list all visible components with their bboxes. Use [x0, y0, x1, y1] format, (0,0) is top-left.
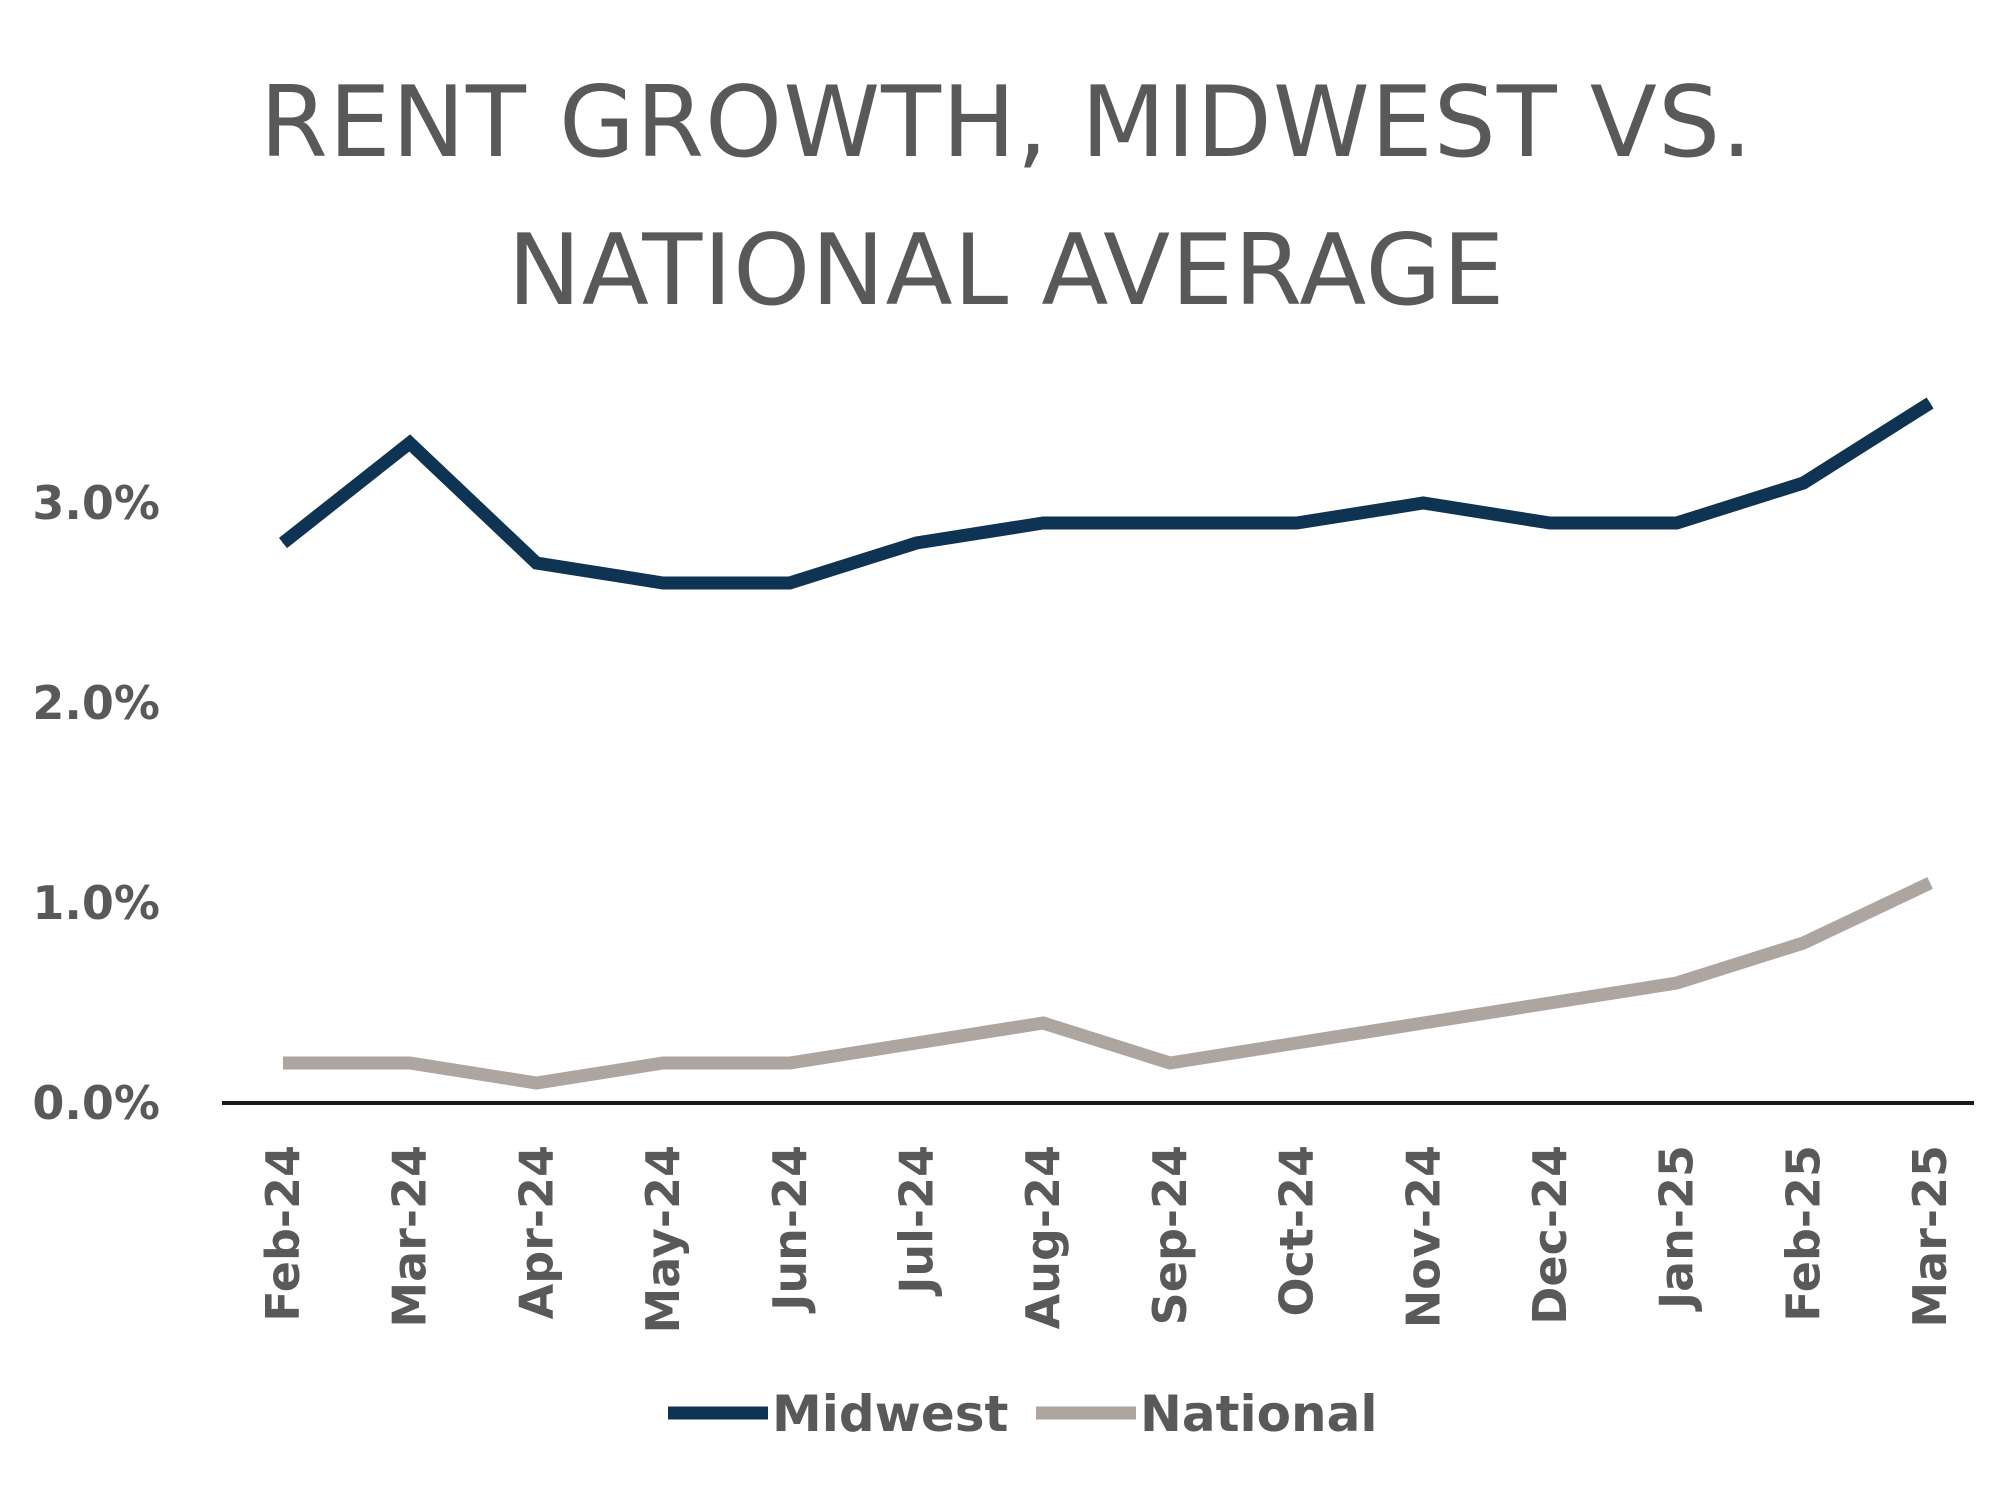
x-tick-label: Jul-24 — [890, 1145, 944, 1297]
data-point-national-may-24 — [662, 1062, 664, 1064]
data-point-midwest-sep-24 — [1169, 522, 1171, 524]
x-tick-label: May-24 — [636, 1145, 690, 1334]
data-point-midwest-aug-24 — [1042, 522, 1044, 524]
data-point-midwest-mar-25 — [1929, 402, 1931, 404]
y-tick-label: 2.0% — [32, 676, 160, 730]
data-point-midwest-oct-24 — [1296, 522, 1298, 524]
data-point-national-dec-24 — [1549, 1002, 1551, 1004]
series-line-national — [283, 877, 1933, 1090]
x-axis: Feb-24 Mar-24 Apr-24 May-24 Jun-24 Jul-24 Aug-… — [256, 1145, 1957, 1334]
x-tick-label: Jan-25 — [1650, 1145, 1704, 1312]
data-point-midwest-jan-25 — [1676, 522, 1678, 524]
data-point-national-sep-24 — [1169, 1062, 1171, 1064]
chart-title-line-2: NATIONAL AVERAGE — [507, 214, 1506, 328]
legend: Midwest National — [668, 1385, 1377, 1443]
data-point-midwest-feb-25 — [1802, 482, 1804, 484]
legend-label-midwest: Midwest — [772, 1385, 1008, 1443]
x-tick-label: Oct-24 — [1270, 1145, 1324, 1316]
data-point-midwest-nov-24 — [1422, 502, 1424, 504]
data-point-midwest-may-24 — [662, 582, 664, 584]
x-tick-label: Feb-25 — [1776, 1145, 1830, 1322]
data-point-midwest-apr-24 — [535, 562, 537, 564]
data-point-midwest-jun-24 — [789, 582, 791, 584]
data-point-national-oct-24 — [1296, 1042, 1298, 1044]
y-tick-label: 1.0% — [32, 876, 160, 930]
data-point-national-jun-24 — [789, 1062, 791, 1064]
x-tick-label: Dec-24 — [1523, 1145, 1577, 1325]
data-point-national-nov-24 — [1422, 1022, 1424, 1024]
y-axis: 0.0% 1.0% 2.0% 3.0% — [32, 476, 160, 1130]
data-point-midwest-jul-24 — [916, 542, 917, 544]
data-point-national-feb-24 — [282, 1062, 284, 1064]
data-point-national-mar-24 — [409, 1062, 411, 1064]
data-point-national-jan-25 — [1676, 982, 1678, 984]
data-point-midwest-feb-24 — [282, 542, 284, 544]
x-tick-label: Mar-24 — [383, 1145, 437, 1328]
x-tick-label: Feb-24 — [256, 1145, 310, 1322]
x-tick-label: Sep-24 — [1143, 1145, 1197, 1325]
x-tick-label: Mar-25 — [1903, 1145, 1957, 1328]
y-tick-label: 0.0% — [32, 1076, 160, 1130]
series-line-midwest — [278, 397, 1934, 590]
x-tick-label: Aug-24 — [1016, 1145, 1070, 1329]
data-point-national-jul-24 — [916, 1042, 917, 1044]
data-point-national-apr-24 — [535, 1082, 537, 1084]
x-tick-label: Apr-24 — [509, 1145, 563, 1319]
data-point-midwest-dec-24 — [1549, 522, 1551, 524]
legend-label-national: National — [1140, 1385, 1377, 1443]
x-tick-label: Nov-24 — [1396, 1145, 1450, 1328]
data-point-national-aug-24 — [1042, 1022, 1044, 1024]
chart-title-line-1: RENT GROWTH, MIDWEST VS. — [259, 66, 1754, 180]
data-point-national-mar-25 — [1929, 882, 1931, 884]
x-tick-label: Jun-24 — [763, 1145, 817, 1314]
data-point-midwest-mar-24 — [409, 442, 411, 444]
data-point-national-feb-25 — [1802, 942, 1804, 944]
series-layer — [278, 397, 1934, 1090]
y-tick-label: 3.0% — [32, 476, 160, 530]
